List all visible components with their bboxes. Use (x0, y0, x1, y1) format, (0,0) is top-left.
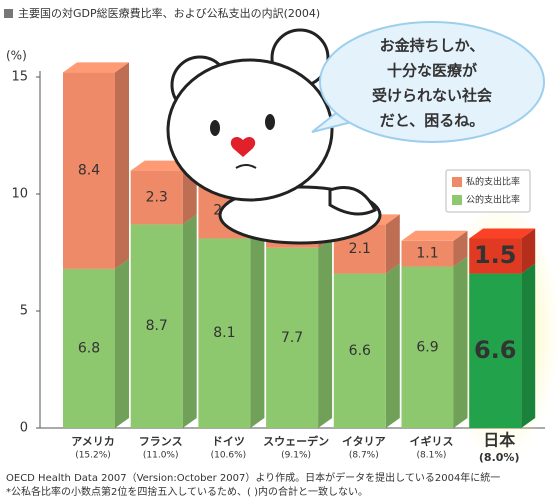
x-tick-label: ドイツ (212, 435, 245, 448)
value-label: 8.7 (146, 318, 168, 334)
bar-top (401, 230, 468, 241)
value-label: 6.8 (78, 340, 100, 356)
y-tick-label: 15 (11, 70, 28, 85)
x-tick-note: (9.1%) (281, 451, 311, 461)
chart-title: 主要国の対GDP総医療費比率、および公私支出の内訳(2004) (18, 6, 320, 20)
legend-box (445, 169, 531, 213)
bar-side (115, 62, 129, 269)
x-tick-label: スウェーデン (263, 434, 329, 448)
mascot-mouth (235, 164, 257, 169)
annotation: 十分な医療が (387, 62, 478, 80)
footnote: OECD Health Data 2007（Version:October 20… (6, 471, 500, 484)
value-label: 8.4 (78, 163, 100, 179)
x-tick-note: (8.7%) (349, 451, 379, 461)
bar (63, 72, 115, 269)
x-tick-label: 日本 (483, 431, 515, 450)
mascot-eye (210, 120, 220, 136)
bar (469, 238, 522, 274)
x-tick-note: (8.0%) (479, 451, 520, 464)
bar (63, 268, 115, 428)
bar-side (115, 258, 129, 428)
legend-label: 公的支出比率 (466, 194, 520, 206)
bar (401, 266, 454, 428)
bar (469, 273, 522, 428)
mascot-paw (328, 186, 378, 216)
value-label: 2.3 (146, 190, 168, 206)
bar (198, 238, 251, 428)
bar-side (521, 228, 536, 274)
value-label: 6.6 (474, 336, 517, 364)
value-label: 1.1 (416, 246, 438, 262)
legend-swatch (452, 195, 462, 205)
value-label: 6.6 (349, 343, 371, 359)
y-tick-label: 5 (20, 304, 28, 319)
bar-side (385, 214, 400, 274)
bar (130, 170, 183, 225)
x-tick-label: アメリカ (71, 435, 114, 448)
y-tick-label: 0 (20, 421, 28, 436)
bar-side (521, 263, 536, 428)
title-icon (4, 9, 13, 18)
annotation: お金持ちしか、 (380, 37, 485, 55)
x-tick-note: (11.0%) (143, 451, 179, 461)
bar-side (182, 214, 197, 428)
mascot-eye (265, 114, 275, 130)
bar-side (385, 263, 400, 428)
value-label: 2.1 (349, 241, 371, 257)
bar-top (63, 62, 129, 73)
bar-side (250, 228, 265, 428)
value-label: 6.9 (416, 339, 438, 355)
bar-side (318, 237, 333, 428)
x-tick-label: フランス (139, 435, 183, 448)
bar (130, 224, 183, 428)
mascot-head (166, 58, 334, 202)
legend-swatch (452, 177, 462, 187)
annotation: だと、困るね。 (380, 112, 484, 130)
x-tick-note: (15.2%) (75, 451, 111, 461)
value-label: 1.5 (474, 241, 517, 269)
speech-bubble (319, 21, 545, 143)
legend-label: 私的支出比率 (466, 176, 520, 188)
bar-side (453, 256, 468, 428)
y-axis-label: (%) (6, 49, 27, 63)
mascot-nose (230, 137, 256, 157)
annotation: 受けられない社会 (372, 87, 492, 105)
y-tick-label: 10 (11, 187, 28, 202)
bar-side (453, 230, 468, 267)
bar (266, 247, 319, 428)
x-tick-label: イギリス (410, 434, 454, 448)
value-label: 8.1 (213, 325, 235, 341)
bar (333, 273, 386, 428)
value-label: 7.7 (281, 330, 303, 346)
mascot (166, 28, 382, 245)
x-tick-note: (8.1%) (417, 451, 447, 461)
x-tick-note: (10.6%) (211, 451, 247, 461)
x-tick-label: イタリア (342, 435, 386, 448)
bar (401, 240, 454, 267)
bar-top (469, 228, 536, 239)
footnote: *公私各比率の小数点第2位を四捨五入しているため、( )内の合計と一致しない。 (6, 485, 368, 498)
